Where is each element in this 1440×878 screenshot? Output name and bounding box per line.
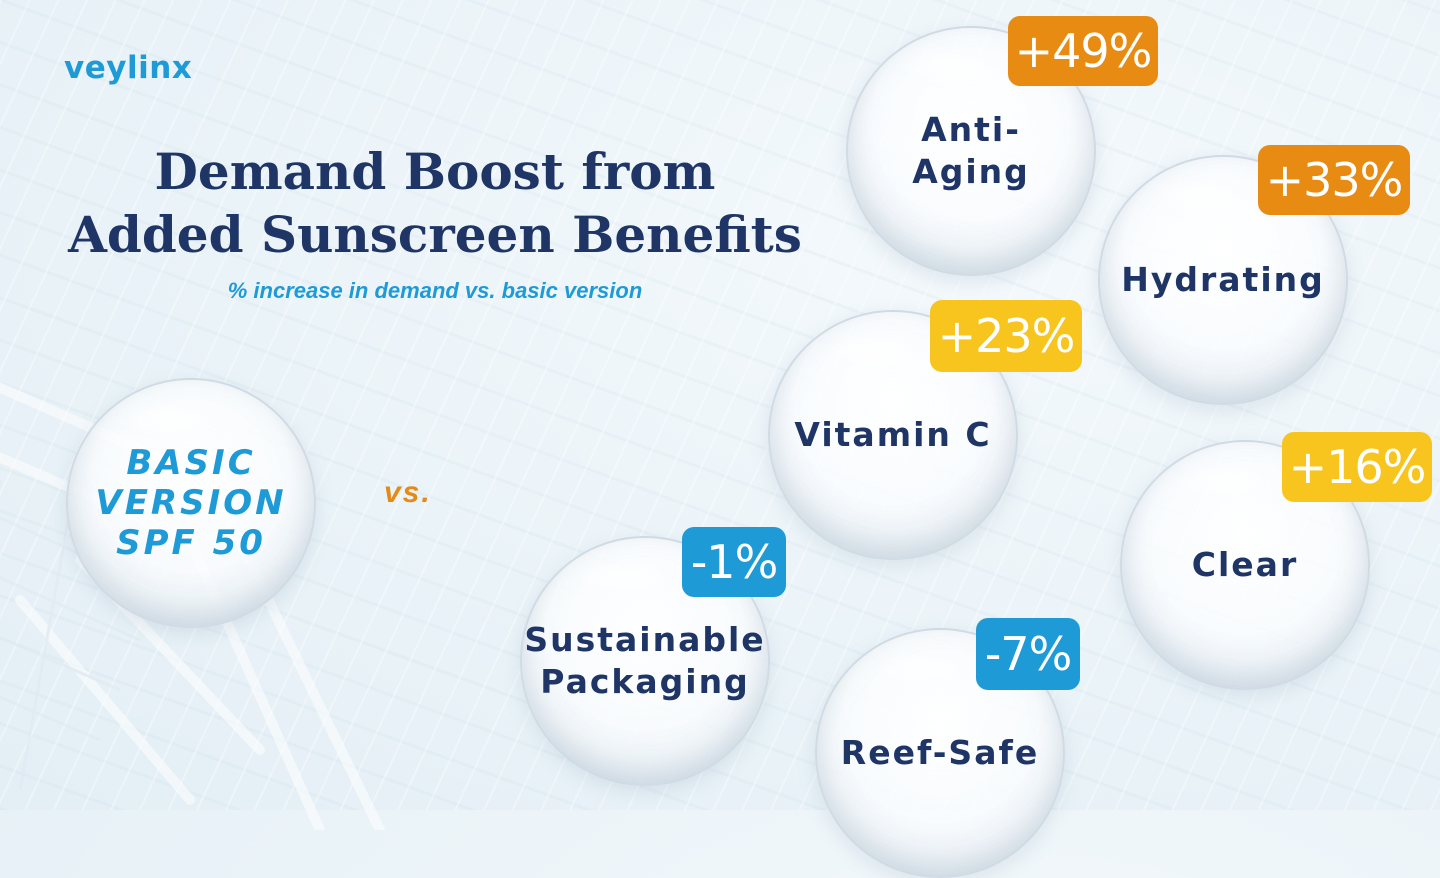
bubble-label-hydrating: Hydrating: [1121, 260, 1325, 299]
value-badge-reef-safe: -7%: [976, 618, 1080, 690]
bubble-label-clear: Clear: [1191, 545, 1299, 584]
bubble-vitamin-c: Vitamin C: [768, 310, 1018, 560]
value-badge-hydrating: +33%: [1258, 145, 1410, 215]
title-line-1: Demand Boost from: [154, 142, 716, 201]
veylinx-logo: veylinx: [64, 50, 193, 86]
value-badge-clear: +16%: [1282, 432, 1432, 502]
page-title: Demand Boost from Added Sunscreen Benefi…: [40, 140, 830, 266]
baseline-bubble: BASIC VERSION SPF 50: [66, 378, 316, 628]
baseline-label: BASIC VERSION SPF 50: [95, 443, 287, 563]
title-line-2: Added Sunscreen Benefits: [68, 205, 802, 264]
vs-label: vs.: [384, 476, 432, 509]
value-badge-anti-aging: +49%: [1008, 16, 1158, 86]
bubble-label-reef-safe: Reef-Safe: [840, 733, 1040, 772]
bubble-label-vitamin-c: Vitamin C: [794, 415, 992, 454]
bubble-label-anti-aging: Anti- Aging: [912, 110, 1030, 191]
bubble-label-sustainable-packaging: Sustainable Packaging: [524, 620, 766, 701]
value-badge-sustainable-packaging: -1%: [682, 527, 786, 597]
chart-subtitle: % increase in demand vs. basic version: [227, 278, 643, 303]
value-badge-vitamin-c: +23%: [930, 300, 1082, 372]
